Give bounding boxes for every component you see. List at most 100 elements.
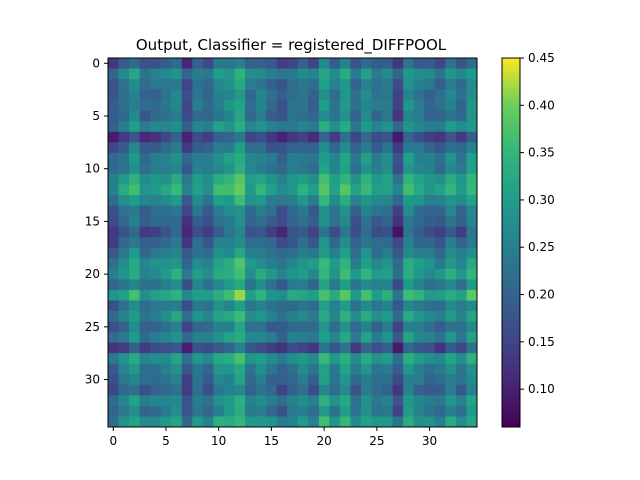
heatmap-cell xyxy=(466,374,478,386)
heatmap-cell xyxy=(308,416,320,428)
heatmap-cell xyxy=(424,121,436,133)
heatmap-cell xyxy=(223,258,235,270)
heatmap-cell xyxy=(192,374,204,386)
heatmap-cell xyxy=(234,289,246,301)
heatmap-cell xyxy=(350,332,362,344)
heatmap-cell xyxy=(466,289,478,301)
heatmap-cell xyxy=(382,163,394,175)
heatmap-cell xyxy=(118,89,130,101)
heatmap-cell xyxy=(318,342,330,354)
heatmap-cell xyxy=(255,384,267,396)
heatmap-cell xyxy=(234,79,246,91)
heatmap-cell xyxy=(213,247,225,259)
heatmap-cell xyxy=(171,110,183,122)
heatmap-cell xyxy=(403,405,415,417)
heatmap-cell xyxy=(350,300,362,312)
heatmap-cell xyxy=(276,152,288,164)
heatmap-cell xyxy=(466,173,478,185)
heatmap-cell xyxy=(424,131,436,143)
heatmap-cell xyxy=(245,311,256,322)
heatmap-cell xyxy=(455,163,467,175)
heatmap-cell xyxy=(424,300,436,312)
heatmap-cell xyxy=(413,205,425,217)
heatmap-cell xyxy=(361,237,372,249)
heatmap-cell xyxy=(245,226,256,238)
heatmap-cell xyxy=(276,121,288,133)
heatmap-cell xyxy=(223,279,235,291)
heatmap-cell xyxy=(276,79,288,91)
heatmap-cell xyxy=(255,300,267,312)
heatmap-cell xyxy=(297,289,309,301)
heatmap-cell xyxy=(192,152,204,164)
heatmap-cell xyxy=(403,58,415,69)
heatmap-cell xyxy=(308,110,320,122)
heatmap-cell xyxy=(245,300,256,312)
heatmap-cell xyxy=(202,100,214,112)
heatmap-cell xyxy=(371,195,383,206)
heatmap-cell xyxy=(108,226,119,238)
heatmap-cell xyxy=(118,173,130,185)
heatmap-cell xyxy=(350,258,362,270)
heatmap-cell xyxy=(202,79,214,91)
heatmap-cell xyxy=(413,332,425,344)
heatmap-cell xyxy=(371,58,383,69)
heatmap-cell xyxy=(245,237,256,249)
heatmap-cell xyxy=(202,131,214,143)
heatmap-cell xyxy=(329,395,341,407)
heatmap-cell xyxy=(297,184,309,196)
heatmap-cell xyxy=(329,332,341,344)
heatmap-cell xyxy=(276,268,288,280)
heatmap-cell xyxy=(276,374,288,386)
heatmap-cell xyxy=(171,321,183,333)
heatmap-cell xyxy=(234,131,246,143)
heatmap-cell xyxy=(466,384,478,396)
heatmap-cell xyxy=(108,89,119,101)
heatmap-cell xyxy=(339,405,351,417)
heatmap-cell xyxy=(287,321,299,333)
heatmap-cell xyxy=(213,237,225,249)
heatmap-cell xyxy=(455,89,467,101)
heatmap-cell xyxy=(150,247,162,259)
heatmap-cell xyxy=(192,258,204,270)
heatmap-cell xyxy=(318,268,330,280)
heatmap-cell xyxy=(339,289,351,301)
heatmap-cell xyxy=(118,58,130,69)
heatmap-cell xyxy=(403,289,415,301)
heatmap-cell xyxy=(297,226,309,238)
heatmap-cell xyxy=(413,131,425,143)
heatmap-cell xyxy=(266,216,278,228)
heatmap-cell xyxy=(371,289,383,301)
heatmap-cell xyxy=(403,416,415,428)
heatmap-cell xyxy=(160,300,172,312)
heatmap-cell xyxy=(245,289,256,301)
heatmap-cell xyxy=(466,258,478,270)
heatmap-cell xyxy=(392,268,404,280)
heatmap-cell xyxy=(150,311,162,322)
heatmap-cell xyxy=(266,353,278,365)
heatmap-cell xyxy=(413,384,425,396)
heatmap-cell xyxy=(339,237,351,249)
heatmap-cell xyxy=(108,342,119,354)
heatmap-cell xyxy=(171,205,183,217)
heatmap-cell xyxy=(129,216,141,228)
heatmap-cell xyxy=(382,258,394,270)
heatmap-cell xyxy=(392,163,404,175)
heatmap-cell xyxy=(234,342,246,354)
heatmap-cell xyxy=(266,258,278,270)
heatmap-cell xyxy=(118,110,130,122)
heatmap-cell xyxy=(108,405,119,417)
heatmap-cell xyxy=(350,68,362,80)
heatmap-cell xyxy=(434,89,446,101)
heatmap-cell xyxy=(266,311,278,322)
heatmap-cell xyxy=(108,353,119,365)
heatmap-cell xyxy=(287,121,299,133)
heatmap-cell xyxy=(329,205,341,217)
heatmap-cell xyxy=(139,268,151,280)
heatmap-cell xyxy=(181,363,193,375)
heatmap-cell xyxy=(255,89,267,101)
heatmap-cell xyxy=(382,173,394,185)
heatmap-cell xyxy=(308,374,320,386)
colorbar-tick-label: 0.20 xyxy=(528,288,555,302)
heatmap-cell xyxy=(413,279,425,291)
heatmap-cell xyxy=(445,173,457,185)
